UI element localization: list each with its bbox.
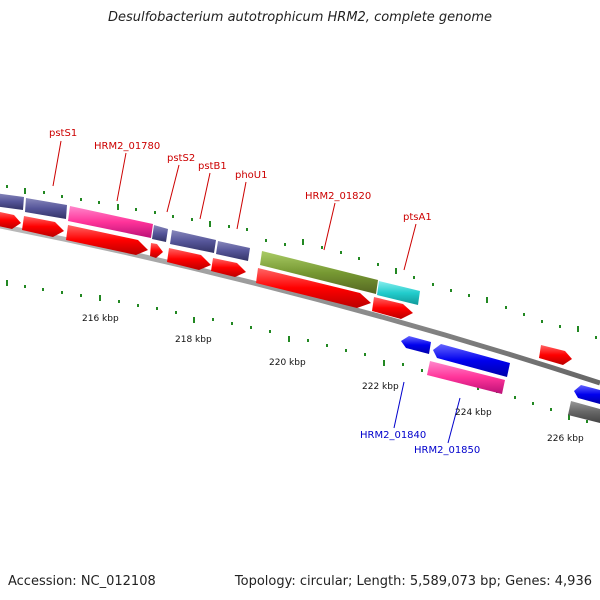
topology-text: Topology: circular; Length: 5,589,073 bp… xyxy=(234,574,592,589)
gene-feature-blue-small[interactable] xyxy=(401,336,431,354)
gene-feature-pstS1[interactable] xyxy=(25,198,67,219)
gene-label-ptsA1[interactable]: ptsA1 xyxy=(403,212,432,223)
gene-label-HRM2_01820[interactable]: HRM2_01820 xyxy=(305,191,371,202)
gene-feature-ptsA1[interactable] xyxy=(377,281,420,305)
cds-arrow[interactable] xyxy=(150,243,163,258)
cds-arrow[interactable] xyxy=(372,297,413,319)
scale-label-222: 222 kbp xyxy=(362,382,399,392)
scale-label-224: 224 kbp xyxy=(455,408,492,418)
gene-label-HRM2_01840[interactable]: HRM2_01840 xyxy=(360,430,426,441)
gene-label-pstS2[interactable]: pstS2 xyxy=(167,153,195,164)
gene-row-forward xyxy=(0,193,420,305)
gene-label-pstB1[interactable]: pstB1 xyxy=(198,161,227,172)
gene-label-HRM2_01850[interactable]: HRM2_01850 xyxy=(414,445,480,456)
gene-label-pstS1[interactable]: pstS1 xyxy=(49,128,77,139)
accession-text: Accession: NC_012108 xyxy=(8,574,156,589)
labels-forward: pstS1 HRM2_01780 pstS2 pstB1 phoU1 HRM2_… xyxy=(49,128,432,223)
gene-feature-blue-edge[interactable] xyxy=(574,385,600,404)
cds-arrow[interactable] xyxy=(539,345,572,365)
label-leaders-forward xyxy=(52,140,417,271)
cds-row-forward xyxy=(0,211,572,365)
gene-feature-pstS2[interactable] xyxy=(152,225,168,242)
cds-arrow[interactable] xyxy=(22,216,64,237)
gene-feature-HRM2_01840[interactable] xyxy=(433,344,510,377)
tick-row-upper xyxy=(6,185,597,339)
gene-row-reverse xyxy=(401,336,600,423)
map-title: Desulfobacterium autotrophicum HRM2, com… xyxy=(107,10,493,25)
gene-label-phoU1[interactable]: phoU1 xyxy=(235,170,268,181)
cds-arrow[interactable] xyxy=(167,248,211,270)
cds-arrow[interactable] xyxy=(256,268,371,308)
gene-feature-HRM2_01780[interactable] xyxy=(68,206,153,238)
scale-labels: 216 kbp 218 kbp 220 kbp 222 kbp 224 kbp … xyxy=(82,314,584,444)
scale-label-216: 216 kbp xyxy=(82,314,119,324)
gene-feature-pstB1[interactable] xyxy=(170,230,216,253)
cds-arrow[interactable] xyxy=(66,225,148,255)
cds-arrow[interactable] xyxy=(211,258,246,277)
scale-label-218: 218 kbp xyxy=(175,335,212,345)
gene-feature-gray[interactable] xyxy=(568,401,600,423)
gene-label-HRM2_01780[interactable]: HRM2_01780 xyxy=(94,141,160,152)
labels-reverse: HRM2_01840 HRM2_01850 xyxy=(360,430,480,456)
cds-arrow[interactable] xyxy=(0,211,21,229)
gene-feature-HRM2_01820[interactable] xyxy=(260,251,378,294)
scale-label-226: 226 kbp xyxy=(547,434,584,444)
gene-feature-phoU1[interactable] xyxy=(216,241,250,261)
gene-feature-purple[interactable] xyxy=(0,193,24,210)
label-leaders-reverse xyxy=(393,381,461,444)
gene-feature-HRM2_01850[interactable] xyxy=(427,361,505,394)
scale-label-220: 220 kbp xyxy=(269,358,306,368)
